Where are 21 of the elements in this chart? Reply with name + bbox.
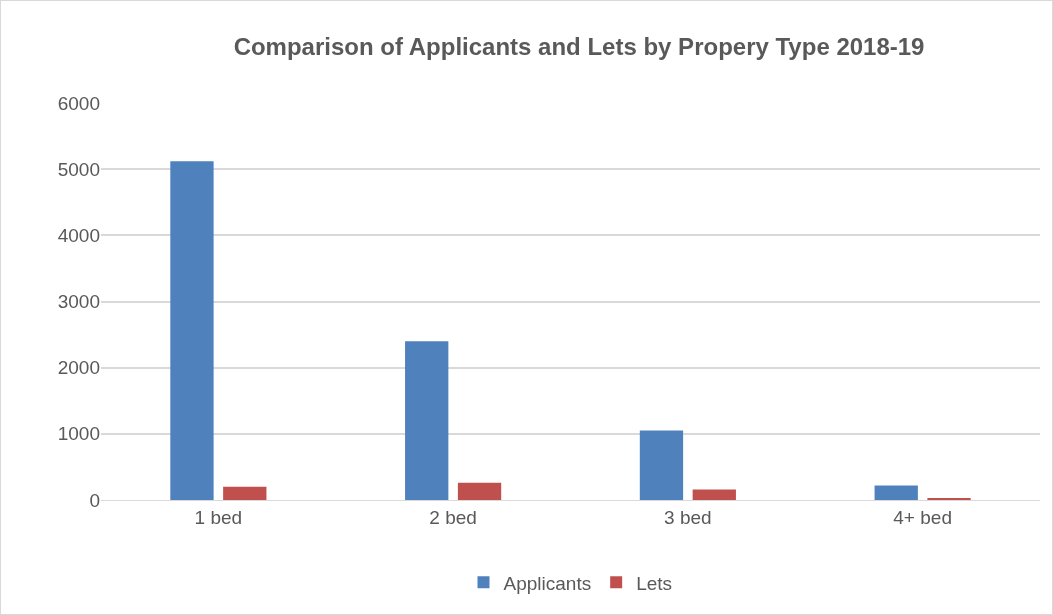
bar — [639, 430, 684, 500]
bar — [405, 341, 449, 500]
y-tick-label: 3000 — [57, 291, 100, 313]
y-tick-label: 6000 — [57, 92, 100, 114]
bar — [170, 161, 214, 500]
bar — [457, 482, 502, 500]
y-tick-label: 1000 — [57, 423, 100, 445]
y-tick-label: 5000 — [57, 158, 100, 180]
legend-label: Applicants — [503, 572, 592, 594]
bar — [692, 489, 736, 500]
bar — [223, 486, 267, 500]
chart-title: Comparison of Applicants and Lets by Propery Type 2018-19 — [233, 32, 925, 60]
x-tick-label: 3 bed — [664, 506, 712, 528]
y-tick-label: 2000 — [57, 357, 100, 379]
bar — [874, 485, 918, 500]
y-tick-label: 4000 — [57, 224, 100, 246]
x-tick-label: 2 bed — [429, 506, 477, 528]
y-tick-label: 0 — [89, 489, 100, 511]
legend-label: Lets — [636, 572, 673, 594]
x-tick-label: 1 bed — [194, 506, 243, 528]
x-tick-label: 4+ bed — [893, 506, 952, 528]
